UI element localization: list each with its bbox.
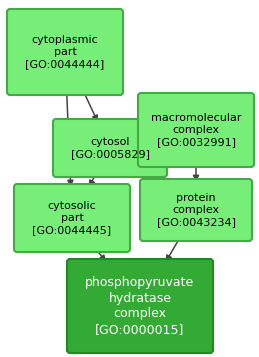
FancyBboxPatch shape <box>67 259 213 353</box>
FancyBboxPatch shape <box>14 184 130 252</box>
FancyBboxPatch shape <box>7 9 123 95</box>
Text: cytosolic
part
[GO:0044445]: cytosolic part [GO:0044445] <box>32 201 112 235</box>
Text: macromolecular
complex
[GO:0032991]: macromolecular complex [GO:0032991] <box>151 113 241 147</box>
FancyBboxPatch shape <box>138 93 254 167</box>
Text: protein
complex
[GO:0043234]: protein complex [GO:0043234] <box>156 193 235 227</box>
Text: cytosol
[GO:0005829]: cytosol [GO:0005829] <box>70 137 149 159</box>
FancyBboxPatch shape <box>53 119 167 177</box>
Text: phosphopyruvate
hydratase
complex
[GO:0000015]: phosphopyruvate hydratase complex [GO:00… <box>85 276 195 336</box>
Text: cytoplasmic
part
[GO:0044444]: cytoplasmic part [GO:0044444] <box>25 35 105 69</box>
FancyBboxPatch shape <box>140 179 252 241</box>
